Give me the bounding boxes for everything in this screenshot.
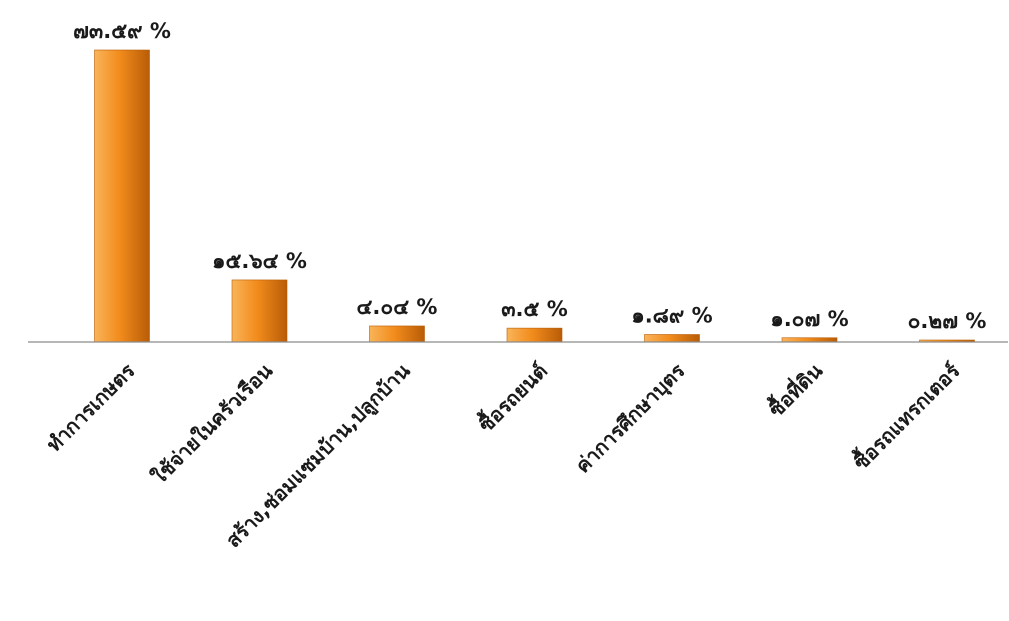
category-label-6: ซื้อที่ดิน xyxy=(762,356,828,422)
data-label-2: ๑๕.๖๔ % xyxy=(212,249,307,273)
category-label-7: ซื้อรถแทรกเตอร์ xyxy=(846,356,964,474)
category-labels-layer: ทำการเกษตร ใช้จ่ายในครัวเรือนสร้าง,ซ่อมแซ… xyxy=(42,356,965,553)
category-label-5: ค่าการศึกษาบุตร xyxy=(570,358,690,478)
bar-2 xyxy=(231,279,288,343)
data-label-4: ๓.๕ % xyxy=(501,297,568,321)
data-label-1: ๗๓.๕๙ % xyxy=(73,19,171,43)
data-label-6: ๑.๐๗ % xyxy=(770,307,848,331)
data-label-5: ๑.๘๙ % xyxy=(631,304,712,328)
category-label-2: ใช้จ่ายในครัวเรือน xyxy=(147,358,277,488)
category-label-1: ทำการเกษตร xyxy=(42,358,140,456)
data-labels-layer: ๗๓.๕๙ % ๑๕.๖๔ % ๔.๐๔ % ๓.๕ % ๑.๘๙ % ๑.๐๗ % ๐.๒… xyxy=(73,19,986,333)
bar-4 xyxy=(506,327,563,343)
data-label-7: ๐.๒๗ % xyxy=(908,309,987,333)
bar-1 xyxy=(94,49,150,343)
category-label-4: ซื้อรถยนต์ xyxy=(472,356,552,436)
bar-3 xyxy=(369,325,425,343)
bars-layer xyxy=(94,49,975,343)
data-label-3: ๔.๐๔ % xyxy=(357,295,438,319)
bar-5 xyxy=(644,334,700,343)
